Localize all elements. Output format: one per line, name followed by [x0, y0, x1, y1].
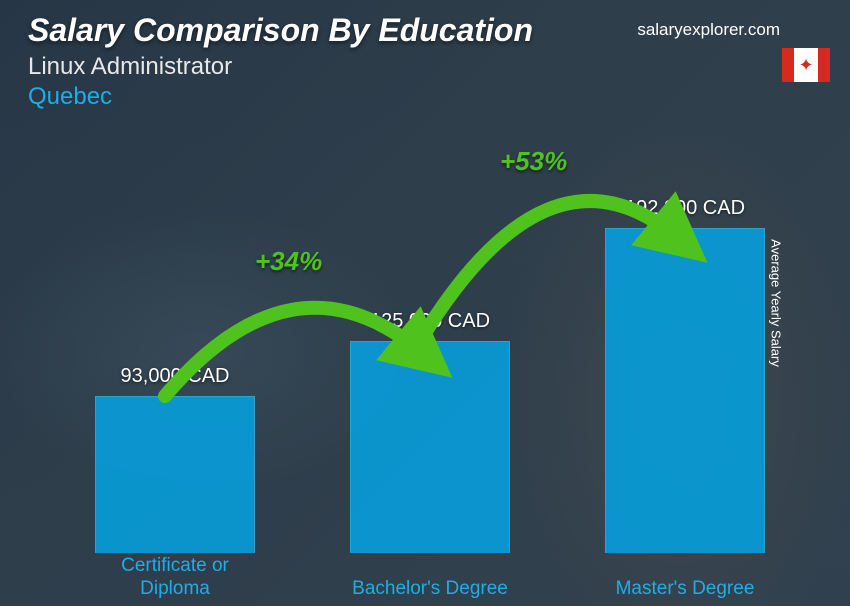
- canada-flag-icon: ✦: [782, 48, 830, 82]
- site-watermark: salaryexplorer.com: [637, 20, 780, 40]
- increase-percent-label: +34%: [255, 246, 322, 277]
- increase-percent-label: +53%: [500, 146, 567, 177]
- bar-chart: 93,000 CADCertificate or Diploma125,000 …: [0, 86, 820, 606]
- increase-arrow: [165, 308, 420, 396]
- job-title: Linux Administrator: [28, 53, 830, 81]
- increase-arrows: [0, 86, 850, 606]
- increase-arrow: [420, 201, 675, 341]
